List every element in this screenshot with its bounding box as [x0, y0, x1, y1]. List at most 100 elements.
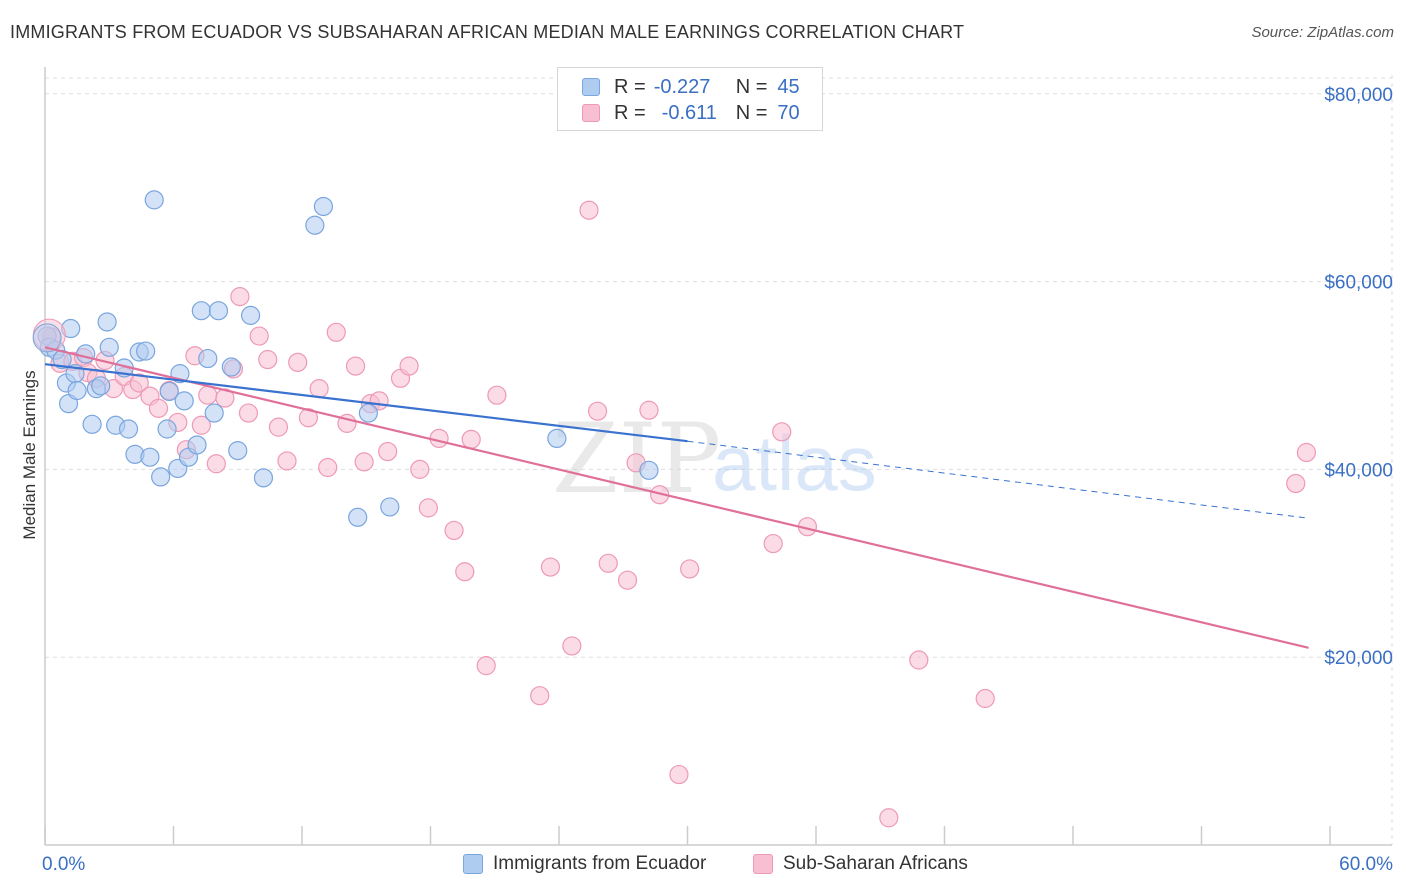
n-value: 45 [777, 75, 800, 98]
point-subsaharan [238, 403, 259, 423]
point-ecuador [198, 348, 218, 369]
point-subsaharan [288, 352, 308, 372]
point-subsaharan [562, 636, 582, 656]
legend-swatch-pink [582, 104, 600, 122]
point-ecuador [639, 460, 659, 480]
point-subsaharan [975, 688, 995, 709]
point-subsaharan [354, 452, 374, 472]
point-ecuador [358, 403, 378, 423]
trend-lines [44, 346, 1309, 649]
point-ecuador [118, 419, 139, 439]
point-subsaharan [309, 379, 329, 399]
watermark-atlas: atlas [712, 419, 877, 507]
r-value: -0.227 [653, 75, 711, 98]
point-subsaharan [461, 429, 481, 449]
correlation-legend: R = -0.227 N = 45 R = -0.611 N = 70 [557, 67, 823, 131]
point-ecuador [191, 301, 211, 321]
point-subsaharan [345, 356, 366, 376]
point-subsaharan [598, 553, 618, 573]
point-ecuador [159, 381, 179, 402]
legend-row-ecuador: R = -0.227 N = 45 [582, 75, 800, 99]
point-subsaharan [680, 559, 700, 579]
point-subsaharan [617, 570, 638, 590]
x-tick-label: 0.0% [42, 854, 85, 875]
point-subsaharan [879, 808, 899, 828]
point-subsaharan [763, 533, 783, 554]
point-subsaharan [455, 562, 475, 582]
point-subsaharan [277, 451, 297, 471]
point-ecuador [305, 215, 325, 235]
legend-label: Sub-Saharan Africans [783, 853, 968, 874]
legend-swatch-blue [582, 78, 600, 96]
x-tick-label: 60.0% [1339, 854, 1393, 875]
point-subsaharan [206, 454, 226, 474]
point-subsaharan [639, 400, 659, 420]
point-subsaharan [476, 656, 496, 676]
point-subsaharan [378, 441, 398, 462]
point-ecuador [67, 380, 87, 401]
legend-item-subsaharan: Sub-Saharan Africans [753, 851, 968, 877]
point-subsaharan [326, 322, 346, 342]
point-ecuador [97, 312, 117, 332]
point-subsaharan [198, 385, 218, 405]
legend-label: Immigrants from Ecuador [493, 853, 707, 874]
point-ecuador [76, 344, 96, 364]
tick-labels: $20,000 $40,000 $60,000 $80,000 0.0% 60.0% [42, 85, 1393, 875]
point-ecuador [208, 301, 229, 321]
point-ecuador [174, 391, 194, 411]
chart-title: IMMIGRANTS FROM ECUADOR VS SUBSAHARAN AF… [10, 22, 965, 42]
r-label: R = [614, 101, 646, 124]
point-ecuador [144, 190, 164, 210]
y-tick-label: $60,000 [1324, 273, 1393, 294]
point-ecuador [241, 305, 261, 325]
point-subsaharan [1296, 442, 1317, 463]
point-ecuador [157, 419, 177, 439]
legend-row-subsaharan: R = -0.611 N = 70 [582, 101, 800, 125]
n-label: N = [735, 101, 768, 124]
point-subsaharan [444, 520, 464, 541]
n-label: N = [735, 75, 768, 98]
point-ecuador [547, 428, 567, 449]
point-ecuador [380, 497, 400, 517]
r-value: -0.611 [661, 101, 717, 124]
point-ecuador [32, 323, 62, 353]
point-ecuador [91, 376, 111, 396]
n-value: 70 [777, 101, 800, 124]
point-subsaharan [148, 398, 169, 418]
point-subsaharan [669, 764, 689, 785]
point-subsaharan [258, 349, 278, 370]
y-tick-label: $80,000 [1324, 85, 1393, 106]
point-subsaharan [772, 422, 792, 442]
point-subsaharan [129, 373, 149, 393]
grid-lines [45, 75, 1393, 845]
y-tick-label: $40,000 [1324, 460, 1393, 481]
trend-line-subsaharan [44, 346, 1309, 649]
data-points [32, 190, 1317, 828]
point-ecuador [136, 341, 156, 361]
y-tick-label: $20,000 [1324, 648, 1393, 669]
point-subsaharan [579, 200, 599, 220]
point-subsaharan [249, 326, 269, 346]
point-subsaharan [268, 417, 289, 437]
point-ecuador [99, 337, 119, 357]
legend-swatch-pink [753, 854, 773, 874]
point-subsaharan [230, 287, 250, 307]
point-ecuador [253, 468, 274, 488]
point-ecuador [204, 403, 224, 423]
legend-swatch-blue [463, 854, 483, 874]
trend-line-ecuador-extension [687, 440, 1309, 519]
point-subsaharan [418, 498, 438, 518]
point-subsaharan [318, 457, 338, 478]
point-subsaharan [298, 408, 319, 428]
point-ecuador [313, 196, 334, 217]
point-subsaharan [540, 557, 561, 577]
legend-item-ecuador: Immigrants from Ecuador [463, 851, 706, 877]
point-subsaharan [410, 459, 430, 479]
point-subsaharan [909, 650, 929, 670]
point-ecuador [82, 414, 102, 434]
point-ecuador [187, 435, 207, 455]
point-subsaharan [399, 356, 419, 376]
point-ecuador [140, 447, 160, 467]
